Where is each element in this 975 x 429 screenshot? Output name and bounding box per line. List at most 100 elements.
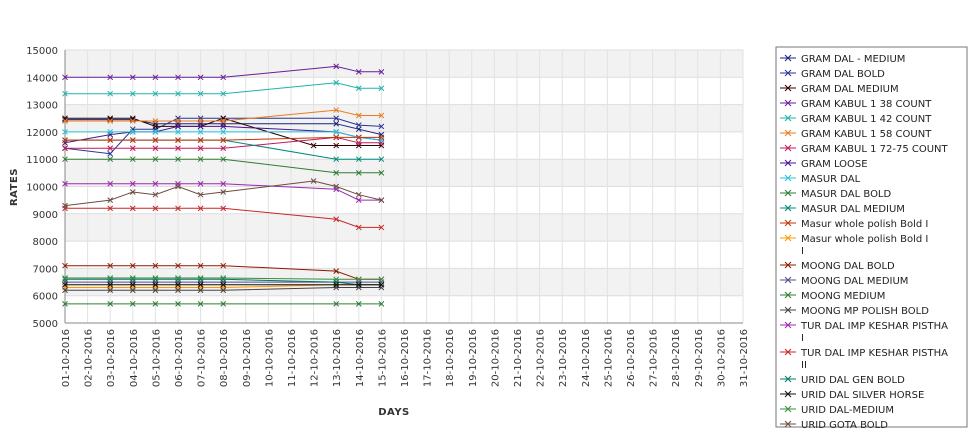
data-point-marker: [197, 275, 204, 281]
data-point-marker: [378, 134, 385, 141]
data-point-marker: [197, 281, 204, 288]
data-point-marker: [220, 156, 227, 163]
x-tick-label: 28-10-2016: [671, 329, 682, 387]
data-point-marker: [355, 134, 362, 141]
series: [62, 129, 385, 143]
y-tick-label: 13000: [26, 101, 58, 112]
legend-item: MASUR DAL MEDIUM: [780, 204, 905, 215]
data-point-marker: [355, 68, 362, 75]
data-point-marker: [220, 281, 227, 288]
data-point-marker: [107, 205, 114, 212]
data-point-marker: [152, 262, 159, 269]
data-point-marker: [310, 142, 317, 149]
x-tick-label: 27-10-2016: [649, 329, 660, 387]
legend-label: I: [801, 246, 804, 257]
legend-swatch-marker: [784, 114, 792, 122]
legend-swatch-marker: [784, 174, 792, 182]
data-point-marker: [129, 301, 136, 307]
data-point-marker: [107, 90, 114, 97]
x-tick-label: 31-10-2016: [739, 329, 750, 387]
data-point-marker: [197, 205, 204, 212]
data-point-marker: [107, 129, 114, 135]
data-point-marker: [152, 156, 159, 163]
data-point-marker: [355, 224, 362, 231]
data-point-marker: [62, 281, 68, 288]
x-tick-label: 08-10-2016: [219, 329, 230, 387]
data-point-marker: [220, 123, 227, 130]
data-point-marker: [107, 74, 114, 81]
legend-item: GRAM LOOSE: [780, 159, 868, 170]
legend-swatch-marker: [784, 276, 792, 284]
data-point-marker: [175, 183, 181, 190]
legend-item: GRAM KABUL 1 38 COUNT: [780, 99, 932, 110]
x-axis-title: DAYS: [378, 407, 410, 418]
y-tick-label: 8000: [33, 237, 58, 248]
data-point-marker: [220, 189, 227, 195]
series: [62, 63, 385, 81]
data-point-marker: [152, 191, 159, 198]
data-point-marker: [333, 115, 340, 122]
legend-swatch-marker: [784, 306, 792, 314]
data-point-marker: [333, 134, 340, 141]
data-point-marker: [333, 301, 340, 307]
y-tick-label: 10000: [26, 183, 58, 194]
data-point-marker: [175, 118, 181, 124]
data-point-marker: [333, 63, 340, 70]
data-point-marker: [355, 197, 362, 204]
legend-swatch-marker: [784, 390, 792, 398]
data-point-marker: [62, 129, 68, 135]
series: [62, 301, 385, 307]
x-tick-label: 25-10-2016: [603, 329, 614, 387]
x-tick-label: 24-10-2016: [581, 329, 592, 387]
series: [62, 281, 385, 288]
y-tick-label: 14000: [26, 73, 58, 84]
series-line: [65, 131, 382, 141]
data-point-marker: [333, 216, 340, 223]
legend-label: MOONG DAL BOLD: [801, 261, 895, 272]
data-point-marker: [129, 137, 136, 143]
y-tick-label: 11000: [26, 155, 58, 166]
legend-label: Masur whole polish Bold I: [801, 234, 928, 245]
legend-label: GRAM KABUL 1 38 COUNT: [801, 99, 932, 110]
data-point-marker: [333, 129, 340, 135]
legend-item: GRAM KABUL 1 58 COUNT: [780, 129, 932, 140]
data-point-marker: [378, 68, 385, 75]
data-point-marker: [355, 122, 362, 128]
data-point-marker: [129, 275, 136, 281]
y-axis-title: RATES: [9, 168, 20, 206]
legend-label: URID DAL SILVER HORSE: [801, 390, 924, 401]
y-axis-ticks: 5000 6000 7000 8000 9000 10000 11000 12000 13000…: [26, 46, 58, 330]
data-point-marker: [197, 129, 204, 135]
data-point-marker: [197, 145, 204, 152]
data-point-marker: [220, 287, 227, 294]
data-point-marker: [378, 276, 385, 283]
data-point-marker: [62, 118, 68, 124]
legend-label: GRAM DAL MEDIUM: [801, 84, 899, 95]
data-point-marker: [129, 287, 136, 294]
data-point-marker: [197, 156, 204, 163]
legend-label: I: [801, 333, 804, 344]
data-point-marker: [129, 262, 136, 269]
data-point-marker: [220, 90, 227, 97]
y-tick-label: 6000: [33, 292, 58, 303]
data-point-marker: [333, 183, 340, 190]
data-point-marker: [355, 281, 362, 288]
legend-swatch-marker: [784, 189, 792, 197]
data-point-marker: [333, 120, 340, 127]
data-point-marker: [107, 156, 114, 163]
data-point-marker: [175, 262, 181, 269]
x-tick-label: 13-10-2016: [332, 329, 343, 387]
data-point-marker: [355, 156, 362, 163]
legend-label: II: [801, 360, 807, 371]
data-point-marker: [152, 205, 159, 212]
x-tick-label: 09-10-2016: [242, 329, 253, 387]
series: [62, 275, 385, 283]
data-point-marker: [220, 262, 227, 269]
data-point-marker: [197, 90, 204, 97]
legend-item: GRAM DAL BOLD: [780, 69, 885, 80]
data-point-marker: [220, 205, 227, 212]
data-point-marker: [378, 224, 385, 231]
series-line: [64, 117, 382, 155]
series-line: [65, 65, 382, 78]
data-point-marker: [220, 180, 227, 187]
